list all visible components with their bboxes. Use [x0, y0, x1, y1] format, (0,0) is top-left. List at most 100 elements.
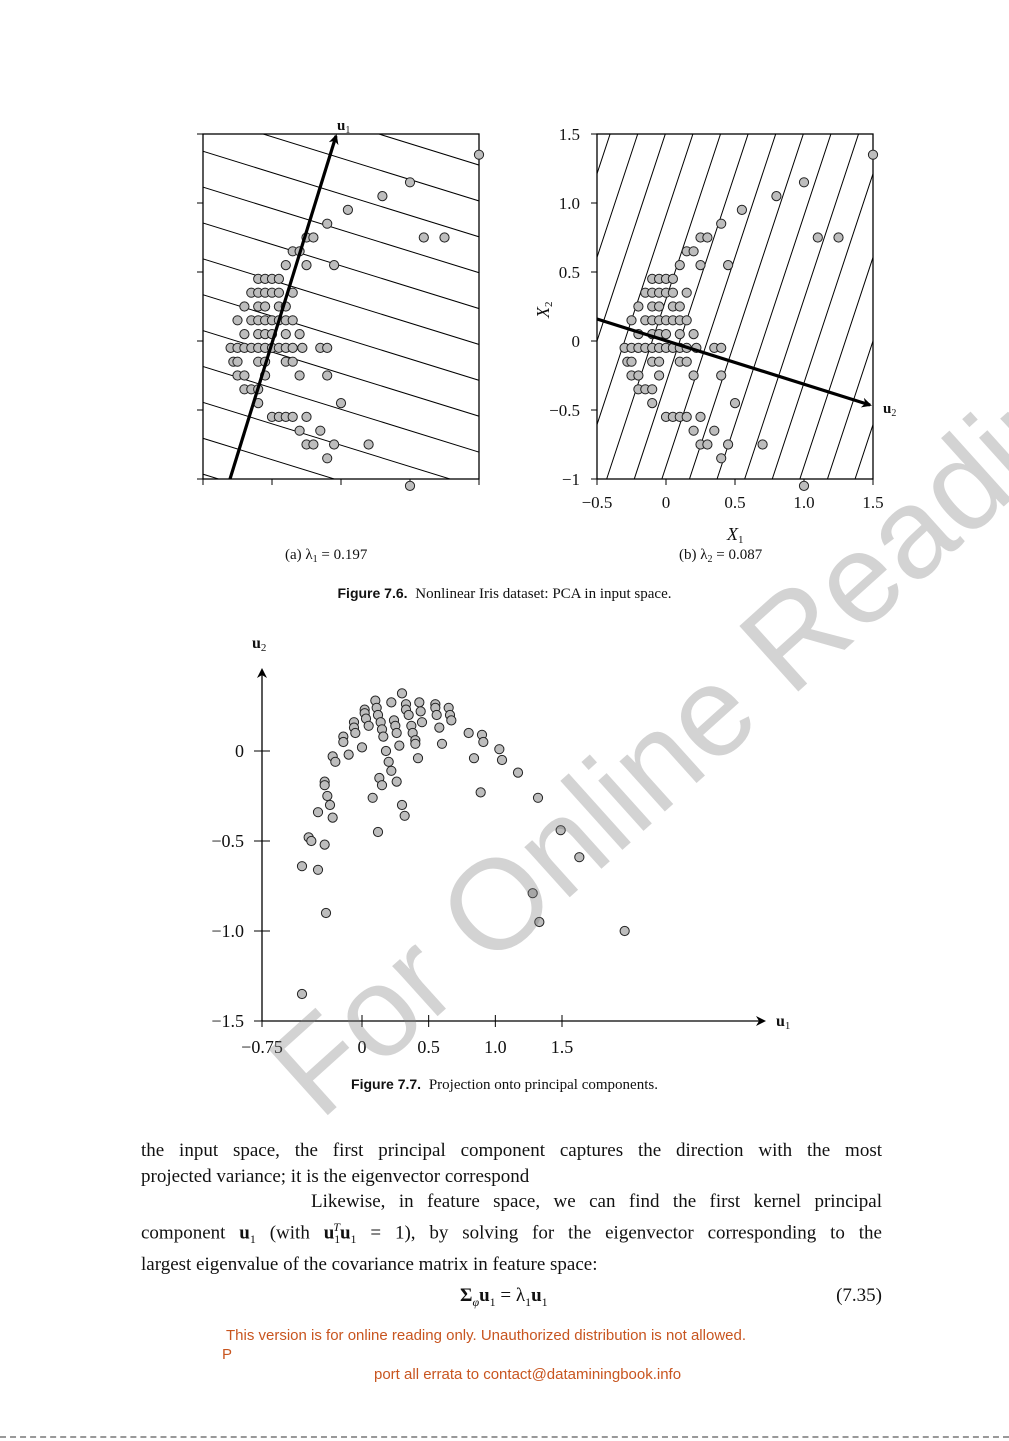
panel-b-point — [681, 356, 692, 367]
panel-a-u1-arrow — [228, 134, 339, 480]
panel-b-point — [681, 315, 692, 326]
fig77-point — [468, 753, 480, 764]
fig77-point — [512, 767, 524, 778]
panel-b-point — [716, 370, 727, 381]
panel-b-ytick-label: 1.5 — [559, 125, 580, 144]
figure-7-6-caption: Figure 7.6. Nonlinear Iris dataset: PCA … — [0, 585, 1009, 603]
panel-a-point — [232, 356, 243, 367]
eq-sub2: 1 — [541, 1294, 548, 1309]
panel-a-contour — [203, 222, 479, 310]
body-paragraph: the input space, the first principal com… — [141, 1138, 882, 1278]
panel-b-xlabel: X1 — [726, 524, 744, 546]
figures-canvas: u1 (a) λ1 = 0.197 −0.5 0 0.5 1.0 1.5 1.5 1.0 0.… — [189, 3, 896, 1057]
panel-b-contour — [799, 255, 873, 479]
panel-a-contour — [377, 134, 479, 166]
fig77-point — [376, 780, 388, 791]
panel-a-sublabel: (a) λ1 = 0.197 — [285, 547, 368, 565]
panel-a-point — [439, 232, 450, 243]
fig77-point — [363, 720, 374, 731]
fig77-point — [619, 925, 630, 937]
panel-b-point — [736, 204, 748, 215]
panel-b-contour — [744, 134, 860, 479]
fig77-xtick-label: 0.5 — [417, 1037, 440, 1057]
fig77-ticks: −0.75 0 0.5 1.0 1.5 0 −0.5 −1.0 −1.5 — [211, 741, 573, 1057]
figure-7-6-caption-text: Nonlinear Iris dataset: PCA in input spa… — [415, 586, 672, 602]
fig77-point — [494, 744, 505, 755]
figure-7-7-caption-text: Projection onto principal components. — [428, 1077, 658, 1093]
panel-b-contour — [633, 134, 749, 479]
figure-7-7-label: Figure 7.7. — [351, 1076, 422, 1092]
fig77-point — [414, 697, 425, 708]
panel-a-point — [239, 370, 250, 381]
panel-b-contour — [597, 134, 639, 259]
body-line-1: the input space, the first principal com… — [141, 1140, 882, 1161]
panel-b-point — [633, 301, 644, 312]
panel-b-point — [681, 411, 692, 422]
fig77-point — [496, 754, 508, 766]
panel-a-point — [239, 329, 250, 340]
panel-b-contour — [437, 120, 560, 493]
panel-b-contour — [854, 423, 873, 479]
panel-a-point — [329, 260, 340, 271]
eq-equals-lambda: = λ — [495, 1285, 526, 1306]
panel-b-point — [757, 439, 768, 450]
footer-errata-link[interactable]: port all errata to contact@dataminingboo… — [374, 1366, 682, 1383]
fig77-point — [532, 792, 544, 803]
panel-b-point — [702, 232, 713, 243]
fig77-point — [436, 738, 448, 749]
panel-b-ytick-label: 0 — [572, 332, 581, 351]
fig77-point — [394, 740, 405, 751]
panel-b-point — [667, 287, 679, 298]
fig77-point — [319, 780, 330, 791]
panel-b-xtick-label: 0.5 — [724, 493, 745, 512]
panel-b-point — [729, 398, 741, 409]
panel-b-point — [833, 232, 844, 243]
page-bottom-rule — [0, 1436, 1009, 1438]
fig77-point — [306, 835, 317, 847]
panel-b-point — [654, 356, 665, 367]
fig77-point — [555, 825, 566, 836]
fig77-ytick-label: −0.5 — [211, 831, 244, 851]
panel-b-point — [667, 273, 679, 284]
panel-b-ytick-label: −1 — [562, 470, 580, 489]
fig77-point — [320, 907, 332, 919]
panel-b-point — [654, 301, 665, 312]
panel-a-contour-lines — [189, 3, 493, 479]
eq-sigma: Σ — [460, 1285, 473, 1306]
eq-u: u — [479, 1285, 490, 1306]
panel-b-point — [867, 149, 879, 160]
panel-a-point — [287, 411, 298, 422]
fig77-point — [319, 839, 330, 850]
fig77-point — [356, 742, 368, 753]
panel-b-point — [626, 356, 637, 367]
panel-b-contour-lines — [437, 120, 873, 493]
fig77-point — [350, 727, 361, 739]
body-line-2: projected variance; it is the eigenvecto… — [141, 1165, 530, 1187]
panel-a-contour — [189, 3, 493, 97]
panel-a-point — [294, 425, 305, 436]
fig77-point — [367, 792, 378, 803]
fig77-point — [312, 807, 324, 818]
panel-b-ylabel: X2 — [533, 302, 555, 320]
fig77-point — [327, 812, 338, 823]
fig77-point — [475, 787, 486, 798]
fig77-point — [446, 715, 457, 726]
fig77-point — [386, 765, 397, 776]
panel-a-point — [287, 315, 298, 326]
panel-b-point — [771, 191, 782, 202]
panel-a-contour — [203, 186, 479, 274]
panel-a-point — [308, 232, 319, 243]
panel-b-point — [798, 177, 810, 188]
body-line-4-a: component — [141, 1221, 240, 1243]
eq-lambda-sub: 1 — [525, 1294, 532, 1309]
panel-b: −0.5 0 0.5 1.0 1.51.51.00.50−0.5−1 u2 X1 X2 … — [437, 120, 896, 565]
panel-a-contour — [203, 258, 479, 345]
figure-7-7-caption: Figure 7.7. Projection onto principal co… — [0, 1076, 1009, 1094]
fig77-point — [478, 736, 489, 748]
fig77-point — [343, 749, 354, 760]
panel-b-point — [633, 370, 644, 381]
fig77-point — [322, 790, 333, 802]
panel-b-point — [674, 260, 685, 271]
fig77-point — [386, 697, 397, 708]
fig77-point — [415, 706, 426, 717]
